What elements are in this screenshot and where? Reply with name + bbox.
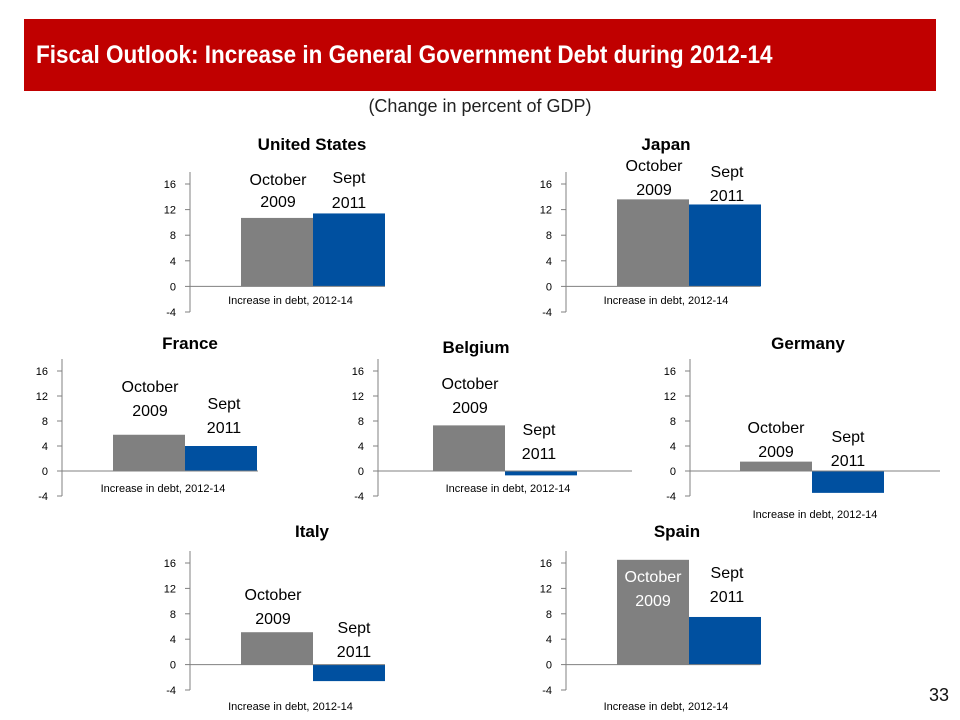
series-label-spain-sept-2011: Sept 2011 bbox=[710, 565, 745, 606]
series-label-belgium-sept-2011: Sept 2011 bbox=[522, 422, 557, 463]
y-tick-label-france: 16 bbox=[36, 366, 48, 378]
category-label-belgium: Increase in debt, 2012-14 bbox=[446, 483, 571, 495]
series-label-italy-sept-2011: Sept 2011 bbox=[337, 620, 372, 661]
y-tick-label-france: 12 bbox=[36, 391, 48, 403]
series-label-france-sept-2011: Sept 2011 bbox=[207, 396, 242, 437]
y-tick-label-japan: 0 bbox=[546, 281, 552, 293]
bar-united-states-sept-2011 bbox=[313, 213, 385, 287]
series-label-japan-sept-2011: Sept 2011 bbox=[710, 164, 745, 205]
y-tick-label-spain: 8 bbox=[546, 609, 552, 621]
y-tick-label-france: -4 bbox=[38, 491, 48, 503]
y-tick-label-spain: 0 bbox=[546, 660, 552, 672]
category-label-france: Increase in debt, 2012-14 bbox=[101, 483, 226, 495]
series-label-germany-sept-2011: Sept 2011 bbox=[831, 429, 866, 470]
bar-italy-sept-2011 bbox=[313, 664, 385, 682]
y-tick-label-japan: -4 bbox=[542, 307, 552, 319]
y-tick-label-japan: 4 bbox=[546, 256, 552, 268]
y-tick-label-italy: 16 bbox=[164, 558, 176, 570]
bar-germany-sept-2011 bbox=[812, 471, 884, 493]
y-tick-label-italy: 0 bbox=[170, 660, 176, 672]
page-number: 33 bbox=[928, 685, 949, 705]
bar-germany-october-2009 bbox=[740, 461, 812, 471]
y-tick-label-united-states: -4 bbox=[166, 307, 176, 319]
series-label-germany-october-2009: October 2009 bbox=[748, 420, 806, 461]
series-label-italy-october-2009: October 2009 bbox=[245, 587, 303, 628]
bar-belgium-sept-2011 bbox=[505, 471, 577, 476]
y-tick-label-france: 8 bbox=[42, 416, 48, 428]
bar-france-sept-2011 bbox=[185, 446, 257, 471]
series-label-france-october-2009: October 2009 bbox=[122, 379, 180, 420]
bar-spain-sept-2011 bbox=[689, 616, 761, 665]
y-tick-label-italy: -4 bbox=[166, 685, 176, 697]
title-banner: Fiscal Outlook: Increase in General Gove… bbox=[24, 19, 936, 91]
series-label-united-states-sept-2011: Sept 2011 bbox=[332, 170, 367, 212]
bar-spain-october-2009 bbox=[617, 559, 689, 665]
y-tick-label-japan: 12 bbox=[540, 205, 552, 217]
bar-italy-october-2009 bbox=[241, 632, 313, 665]
category-label-united-states: Increase in debt, 2012-14 bbox=[228, 295, 353, 307]
y-tick-label-italy: 12 bbox=[164, 583, 176, 595]
y-tick-label-united-states: 8 bbox=[170, 230, 176, 242]
y-tick-label-belgium: -4 bbox=[354, 491, 364, 503]
chart-title-italy: Italy bbox=[295, 522, 330, 541]
y-tick-label-japan: 8 bbox=[546, 230, 552, 242]
y-tick-label-united-states: 4 bbox=[170, 256, 176, 268]
y-tick-label-spain: 12 bbox=[540, 583, 552, 595]
y-tick-label-spain: 4 bbox=[546, 634, 552, 646]
category-label-japan: Increase in debt, 2012-14 bbox=[604, 295, 729, 307]
category-label-italy: Increase in debt, 2012-14 bbox=[228, 701, 353, 713]
chart-title-germany: Germany bbox=[771, 334, 845, 353]
y-tick-label-germany: -4 bbox=[666, 491, 676, 503]
slide-subtitle: (Change in percent of GDP) bbox=[368, 96, 592, 116]
y-tick-label-france: 4 bbox=[42, 441, 48, 453]
series-label-japan-october-2009: October 2009 bbox=[626, 158, 684, 199]
series-label-belgium-october-2009: October 2009 bbox=[442, 376, 500, 417]
y-tick-label-germany: 0 bbox=[670, 466, 676, 478]
y-tick-label-germany: 4 bbox=[670, 441, 676, 453]
y-tick-label-spain: -4 bbox=[542, 685, 552, 697]
y-tick-label-united-states: 12 bbox=[164, 205, 176, 217]
y-tick-label-belgium: 12 bbox=[352, 391, 364, 403]
y-tick-label-belgium: 16 bbox=[352, 366, 364, 378]
chart-title-france: France bbox=[162, 334, 218, 353]
y-tick-label-japan: 16 bbox=[540, 179, 552, 191]
y-tick-label-france: 0 bbox=[42, 466, 48, 478]
series-label-united-states-october-2009: October 2009 bbox=[250, 172, 308, 211]
y-tick-label-germany: 8 bbox=[670, 416, 676, 428]
y-tick-label-italy: 4 bbox=[170, 634, 176, 646]
y-tick-label-germany: 12 bbox=[664, 391, 676, 403]
y-tick-label-italy: 8 bbox=[170, 609, 176, 621]
bar-japan-october-2009 bbox=[617, 199, 689, 287]
y-tick-label-united-states: 16 bbox=[164, 179, 176, 191]
y-tick-label-belgium: 8 bbox=[358, 416, 364, 428]
bar-united-states-october-2009 bbox=[241, 217, 313, 287]
series-label-spain-october-2009: October 2009 bbox=[625, 569, 683, 610]
y-tick-label-belgium: 0 bbox=[358, 466, 364, 478]
y-tick-label-spain: 16 bbox=[540, 558, 552, 570]
y-tick-label-germany: 16 bbox=[664, 366, 676, 378]
chart-title-united-states: United States bbox=[258, 135, 367, 154]
category-label-spain: Increase in debt, 2012-14 bbox=[604, 701, 729, 713]
chart-title-japan: Japan bbox=[641, 135, 690, 154]
bar-japan-sept-2011 bbox=[689, 204, 761, 287]
chart-title-belgium: Belgium bbox=[442, 338, 509, 357]
bar-france-october-2009 bbox=[113, 434, 185, 471]
y-tick-label-belgium: 4 bbox=[358, 441, 364, 453]
y-tick-label-united-states: 0 bbox=[170, 281, 176, 293]
category-label-germany: Increase in debt, 2012-14 bbox=[753, 509, 878, 521]
chart-title-spain: Spain bbox=[654, 522, 700, 541]
slide-title: Fiscal Outlook: Increase in General Gove… bbox=[36, 41, 773, 69]
bar-belgium-october-2009 bbox=[433, 425, 505, 471]
